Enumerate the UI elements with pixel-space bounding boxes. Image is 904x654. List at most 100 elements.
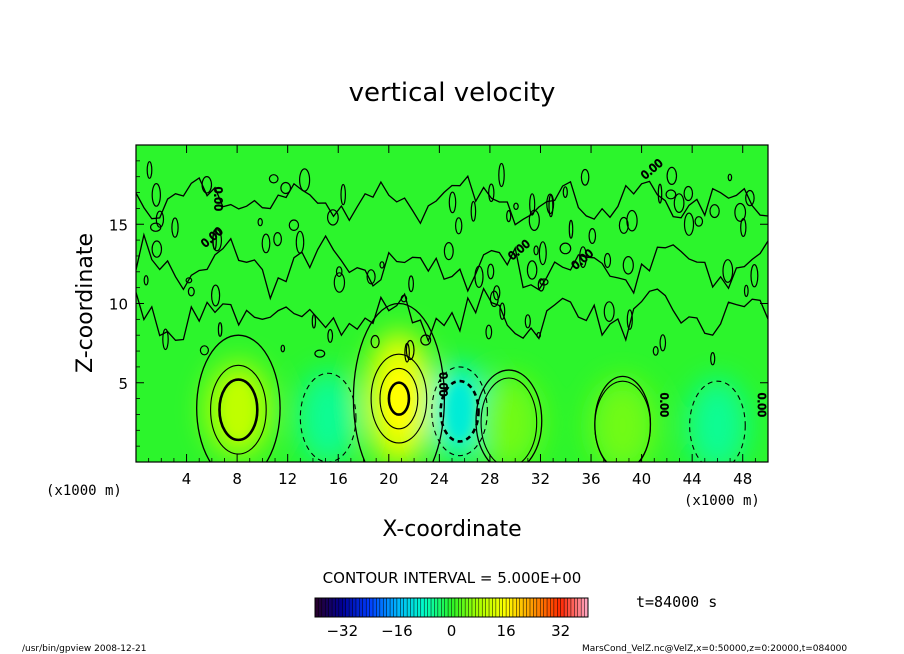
noise-cell-contour — [618, 216, 629, 234]
zero-envelope-3 — [594, 375, 652, 462]
noise-cell-contour — [709, 204, 720, 219]
colorbar-segment — [529, 598, 534, 617]
contour-interval-text: CONTOUR INTERVAL = 5.000E+00 — [323, 569, 582, 587]
colorbar-segment — [543, 598, 548, 617]
colorbar-segment — [315, 598, 319, 617]
noise-cell-contour — [211, 284, 221, 307]
noise-cell-contour — [546, 193, 555, 215]
colorbar-segment — [383, 598, 388, 617]
noise-cell-contour — [400, 294, 408, 303]
noise-cell-contour — [568, 219, 574, 239]
x-tick-label: 48 — [733, 470, 752, 488]
colorbar-segment — [355, 598, 360, 617]
colorbar-segment — [444, 598, 449, 617]
noise-cell-contour — [579, 246, 587, 269]
colorbar-segment — [492, 598, 497, 617]
colorbar-segment — [345, 598, 350, 617]
colorbar-segment — [393, 598, 398, 617]
colorbar-segment — [526, 598, 531, 617]
x-axis-label: X-coordinate — [382, 517, 521, 542]
shade-core-0 — [225, 381, 252, 439]
noise-cell-contour — [340, 183, 347, 206]
colorbar-segment — [369, 598, 374, 617]
noise-cell-contour — [474, 265, 484, 288]
noise-cell-contour — [536, 332, 542, 339]
updraft-contour-1-1 — [379, 367, 419, 430]
noise-cell-contour — [405, 339, 415, 361]
noise-cell-contour — [673, 193, 685, 214]
time-label: t=84000 s — [636, 593, 717, 611]
colorbar-segment — [386, 598, 391, 617]
zero-envelope-2 — [475, 369, 543, 462]
noise-cell-contour — [280, 181, 292, 195]
noise-cell-contour — [622, 255, 634, 275]
downdraft-contour-2-0 — [431, 366, 488, 457]
updraft-contour-0-1 — [218, 378, 259, 442]
plot-area: 0.000.000.000.000.000.000.000.00 — [135, 144, 769, 463]
noise-cell-contour — [493, 285, 501, 301]
noise-cell-contour — [280, 344, 286, 353]
noise-cell-contour — [217, 322, 223, 337]
x-tick-label: 28 — [480, 470, 499, 488]
colorbar-segment — [567, 598, 572, 617]
colorbar-segment — [458, 598, 463, 617]
noise-cell-contour — [710, 352, 716, 366]
downdraft-contour-5-0 — [689, 380, 746, 462]
noise-cell-contour — [603, 252, 612, 269]
colorbar-segment — [448, 598, 452, 617]
shade-blob-4 — [476, 374, 542, 462]
colorbar-segment — [502, 598, 507, 617]
noise-cell-contour — [659, 334, 667, 352]
noise-cell-contour — [201, 176, 213, 194]
noise-cell-contour — [559, 242, 572, 255]
colorbar-tick-label: −32 — [326, 622, 358, 640]
colorbar-segment — [577, 598, 582, 617]
colorbar-segment — [420, 598, 425, 617]
noise-cell-contour — [548, 194, 554, 218]
noise-cell-contour — [171, 217, 179, 238]
noise-cell-contour — [470, 200, 477, 222]
x-tick-label: 4 — [182, 470, 192, 488]
colorbar-segment — [376, 598, 381, 617]
noise-cell-contour — [162, 328, 169, 351]
noise-cell-contour — [420, 334, 432, 346]
shade-blob-5 — [687, 378, 748, 462]
velocity-field — [205, 332, 748, 462]
x-tick-label: 16 — [329, 470, 348, 488]
noise-cell-contour — [185, 277, 193, 284]
colorbar-segment — [574, 598, 579, 617]
contour-label: 0.00 — [658, 393, 671, 418]
colorbar-segment — [359, 598, 364, 617]
x-tick-label: 20 — [379, 470, 398, 488]
noise-cell-contour — [665, 189, 677, 200]
colorbar-segment — [516, 598, 521, 617]
colorbar-segment — [547, 598, 551, 617]
colorbar-segment — [475, 598, 480, 617]
updraft-contour-1-2 — [387, 381, 411, 416]
noise-cell-contour — [740, 218, 747, 238]
colorbar-segment — [379, 598, 384, 617]
colorbar-segment — [338, 598, 343, 617]
colorbar-segment — [512, 598, 517, 617]
colorbar-segment — [519, 598, 524, 617]
colorbar-segment — [550, 598, 555, 617]
noise-cell-contour — [261, 233, 271, 254]
y-tick-label: 15 — [109, 216, 128, 234]
colorbar-segment — [489, 598, 493, 617]
colorbar-segment — [557, 598, 562, 617]
noise-cell-contour — [526, 260, 538, 280]
colorbar-segment — [437, 598, 442, 617]
colorbar-tick-label: 16 — [497, 622, 516, 640]
noise-cell-contour — [745, 189, 755, 207]
noise-cell-contour — [155, 210, 165, 228]
noise-cell-contour — [288, 219, 300, 231]
colorbar-tick-label: −16 — [381, 622, 413, 640]
colorbar-segment — [427, 598, 432, 617]
updraft-contour-0-0 — [210, 364, 267, 455]
noise-cell-contour — [299, 168, 311, 192]
colorbar-segment — [468, 598, 473, 617]
updraft-contour-4-0 — [480, 377, 538, 462]
x-tick-label: 36 — [581, 470, 600, 488]
colorbar-segment — [482, 598, 487, 617]
zero-contour-band-1 — [136, 232, 768, 301]
